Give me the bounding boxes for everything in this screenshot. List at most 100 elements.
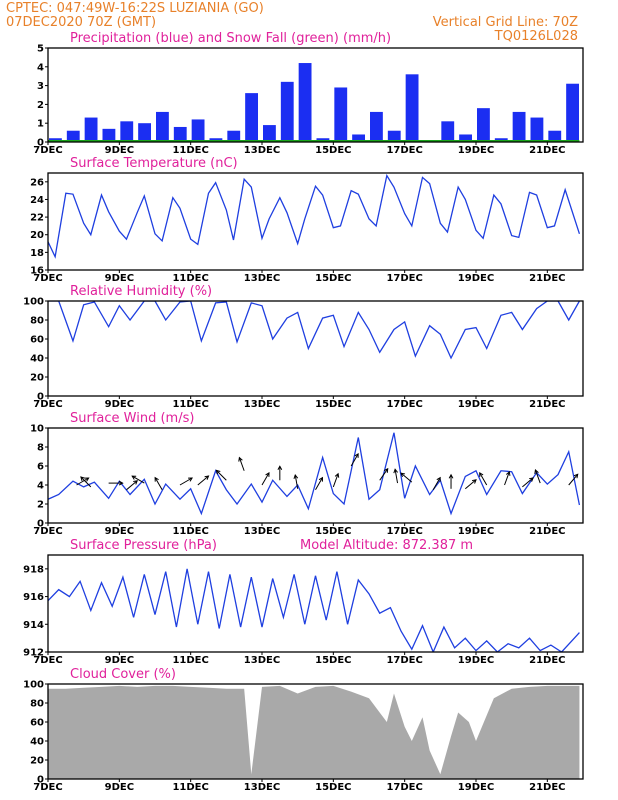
x-tick-label: 19DEC bbox=[458, 655, 494, 666]
x-tick-label: 7DEC bbox=[33, 273, 62, 284]
precip-bar bbox=[227, 130, 241, 142]
series-line bbox=[48, 568, 580, 652]
wind-arrow-head bbox=[479, 471, 484, 477]
panel-title: Precipitation (blue) and Snow Fall (gree… bbox=[70, 31, 391, 46]
y-tick-label: 1 bbox=[37, 119, 44, 130]
panel-frame bbox=[47, 47, 584, 143]
x-tick-label: 9DEC bbox=[105, 655, 134, 666]
wind-arrow-head bbox=[238, 456, 243, 462]
precip-bar bbox=[120, 121, 134, 142]
x-tick-label: 13DEC bbox=[244, 273, 280, 284]
precip-bar bbox=[370, 111, 383, 142]
panel-title: Cloud Cover (%) bbox=[70, 667, 176, 682]
x-tick-label: 9DEC bbox=[105, 399, 134, 410]
precip-bar bbox=[102, 128, 116, 142]
wind-arrow bbox=[534, 469, 541, 484]
wind-arrow bbox=[76, 477, 89, 486]
precip-bar bbox=[84, 117, 98, 142]
x-tick-label: 7DEC bbox=[33, 655, 62, 666]
wind-arrow bbox=[261, 472, 270, 486]
wind-arrow bbox=[504, 471, 510, 486]
panel-2: 0 20 40 60 80 100 7DEC 9DEC 11DEC 13DEC 15DEC 17DEC… bbox=[23, 284, 584, 410]
y-tick-label: 0 bbox=[37, 775, 44, 786]
x-tick-label: 21DEC bbox=[529, 273, 565, 284]
wind-arrow bbox=[154, 477, 163, 490]
y-tick-label: 22 bbox=[30, 213, 44, 224]
plot-area bbox=[48, 173, 581, 259]
y-tick-label: 20 bbox=[30, 230, 44, 241]
panel-frame bbox=[47, 554, 584, 653]
y-tick-label: 80 bbox=[30, 316, 44, 327]
wind-arrow-head bbox=[505, 470, 511, 476]
wind-arrow bbox=[131, 475, 145, 484]
model-code: TQ0126L028 bbox=[494, 29, 578, 44]
y-tick-label: 6 bbox=[37, 462, 44, 473]
x-tick-label: 13DEC bbox=[244, 526, 280, 537]
wind-arrow-head bbox=[393, 468, 398, 474]
y-tick-label: 20 bbox=[30, 373, 44, 384]
x-tick-label: 7DEC bbox=[33, 782, 62, 793]
x-tick-label: 15DEC bbox=[315, 399, 351, 410]
wind-arrow-head bbox=[133, 480, 138, 485]
y-tick-label: 2 bbox=[37, 100, 44, 111]
x-tick-label: 11DEC bbox=[172, 399, 208, 410]
panel-5: 0 20 40 60 80 100 7DEC 9DEC 11DEC 13DEC 15DEC 17DEC… bbox=[23, 667, 584, 793]
wind-arrow-head bbox=[354, 452, 359, 458]
x-tick-label: 21DEC bbox=[529, 782, 565, 793]
precip-bar bbox=[459, 134, 473, 142]
y-tick-label: 24 bbox=[30, 195, 44, 206]
wind-arrow-head bbox=[118, 480, 124, 486]
y-tick-label: 26 bbox=[30, 177, 44, 188]
y-tick-label: 10 bbox=[30, 424, 44, 435]
y-tick-label: 912 bbox=[23, 648, 44, 659]
y-tick-label: 4 bbox=[37, 62, 44, 73]
plot-area bbox=[48, 432, 581, 516]
precip-bar bbox=[280, 81, 294, 142]
precip-bar bbox=[441, 121, 455, 142]
y-tick-label: 40 bbox=[30, 354, 44, 365]
x-tick-label: 13DEC bbox=[244, 655, 280, 666]
wind-arrow-head bbox=[472, 479, 477, 484]
x-tick-label: 11DEC bbox=[172, 655, 208, 666]
y-tick-label: 4 bbox=[37, 481, 44, 492]
y-tick-label: 5 bbox=[37, 44, 44, 55]
precip-bar bbox=[263, 125, 276, 142]
series-line bbox=[48, 432, 581, 516]
x-tick-label: 11DEC bbox=[172, 526, 208, 537]
wind-arrow-head bbox=[293, 473, 299, 479]
series-line bbox=[48, 301, 580, 360]
wind-arrow bbox=[350, 453, 359, 467]
cloud-cover-area bbox=[48, 685, 580, 779]
x-tick-label: 21DEC bbox=[529, 399, 565, 410]
x-tick-label: 21DEC bbox=[529, 655, 565, 666]
panel-title: Surface Pressure (hPa) bbox=[70, 538, 217, 553]
precip-bar bbox=[512, 111, 526, 142]
x-tick-label: 21DEC bbox=[529, 526, 565, 537]
x-tick-label: 19DEC bbox=[458, 782, 494, 793]
wind-arrow bbox=[568, 473, 579, 486]
station-header: CPTEC: 047:49W-16:22S LUZIANIA (GO) bbox=[6, 1, 264, 16]
y-tick-label: 3 bbox=[37, 81, 44, 92]
x-tick-label: 11DEC bbox=[172, 273, 208, 284]
wind-arrow-head bbox=[80, 476, 85, 481]
x-tick-label: 9DEC bbox=[105, 782, 134, 793]
wind-arrow-head bbox=[448, 473, 454, 479]
wind-arrow bbox=[126, 480, 138, 491]
precip-bar bbox=[156, 111, 169, 142]
x-tick-label: 15DEC bbox=[315, 273, 351, 284]
panel-frame bbox=[47, 683, 584, 780]
x-tick-label: 13DEC bbox=[244, 399, 280, 410]
wind-arrow-head bbox=[188, 477, 193, 482]
y-tick-label: 16 bbox=[30, 266, 44, 277]
x-tick-label: 15DEC bbox=[315, 526, 351, 537]
x-tick-label: 17DEC bbox=[386, 655, 422, 666]
wind-arrow bbox=[197, 475, 209, 486]
x-tick-label: 17DEC bbox=[386, 526, 422, 537]
x-tick-label: 9DEC bbox=[105, 145, 134, 156]
x-tick-label: 13DEC bbox=[244, 145, 280, 156]
x-tick-label: 9DEC bbox=[105, 526, 134, 537]
precip-bar bbox=[173, 126, 187, 142]
plot-area bbox=[48, 685, 580, 779]
panel-1: 16 18 20 22 24 26 7DEC 9DEC 11DEC 13DEC 15DEC 17DEC… bbox=[30, 156, 584, 284]
